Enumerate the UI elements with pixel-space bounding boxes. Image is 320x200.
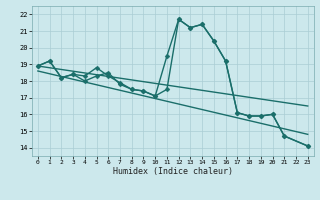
X-axis label: Humidex (Indice chaleur): Humidex (Indice chaleur) [113,167,233,176]
